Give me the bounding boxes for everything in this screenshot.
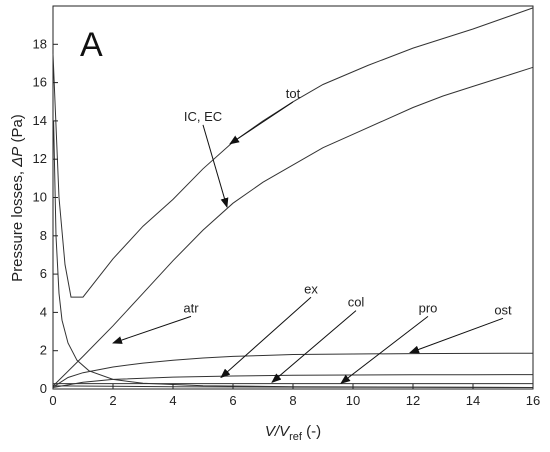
annotation-label: IC, EC xyxy=(184,109,222,124)
y-tick-label: 12 xyxy=(33,151,47,166)
annotation-label: ost xyxy=(494,302,512,317)
y-tick-label: 16 xyxy=(33,75,47,90)
annotation-arrow xyxy=(220,296,312,379)
annotation-layer: tot IC, EC atr ex col pro ost xyxy=(112,86,512,384)
x-axis-title-main: V/V xyxy=(265,423,291,440)
plot-frame xyxy=(52,5,534,390)
series-layer xyxy=(52,7,534,388)
annotation-arrow xyxy=(340,316,429,384)
y-tick-label: 4 xyxy=(40,304,47,319)
series-line-1 xyxy=(52,7,534,298)
x-axis-title: V/Vref (-) xyxy=(265,423,321,443)
annotation-arrow xyxy=(409,317,504,354)
annotation-arrow xyxy=(229,101,294,145)
y-axis-title-main: Pressure losses, xyxy=(9,167,26,282)
x-tick-label: 2 xyxy=(109,393,116,408)
annotation-label: col xyxy=(348,295,365,310)
x-tick-label: 4 xyxy=(169,393,176,408)
y-tick-label: 8 xyxy=(40,228,47,243)
x-axis-title-unit: (-) xyxy=(302,423,321,440)
x-tick-label: 12 xyxy=(406,393,420,408)
y-tick-label: 14 xyxy=(33,113,47,128)
annotation-label: ex xyxy=(304,281,318,296)
panel-label: A xyxy=(80,26,103,64)
y-tick-label: 6 xyxy=(40,266,47,281)
x-tick-label: 6 xyxy=(229,393,236,408)
x-tick-label: 16 xyxy=(526,393,540,408)
y-tick-label: 10 xyxy=(33,190,47,205)
series-line-2 xyxy=(52,66,534,387)
x-tick-label: 0 xyxy=(49,393,56,408)
x-tick-label: 8 xyxy=(289,393,296,408)
annotation-label: pro xyxy=(419,300,438,315)
x-tick-label: 10 xyxy=(346,393,360,408)
y-tick-label: 0 xyxy=(40,381,47,396)
annotation-arrow xyxy=(112,315,192,344)
x-tick-label: 14 xyxy=(466,393,480,408)
y-axis-title-unit: (Pa) xyxy=(9,114,26,147)
y-axis-title-sym: ΔP xyxy=(9,147,26,168)
y-tick-label: 18 xyxy=(33,36,47,51)
tick-layer: 0 2 4 6 8 10 12 14 16 0 2 4 6 8 10 12 14 16 18 xyxy=(33,36,541,408)
annotation-arrow xyxy=(202,124,229,209)
annotation-arrow xyxy=(271,310,357,383)
series-line-4 xyxy=(52,352,534,388)
x-axis-title-sub: ref xyxy=(289,431,303,443)
series-line-3 xyxy=(53,120,534,388)
annotation-label: atr xyxy=(183,300,199,315)
y-axis-title: Pressure losses, ΔP (Pa) xyxy=(9,114,26,282)
series-line-5 xyxy=(52,374,534,388)
annotation-label: tot xyxy=(286,86,301,101)
y-tick-label: 2 xyxy=(40,343,47,358)
